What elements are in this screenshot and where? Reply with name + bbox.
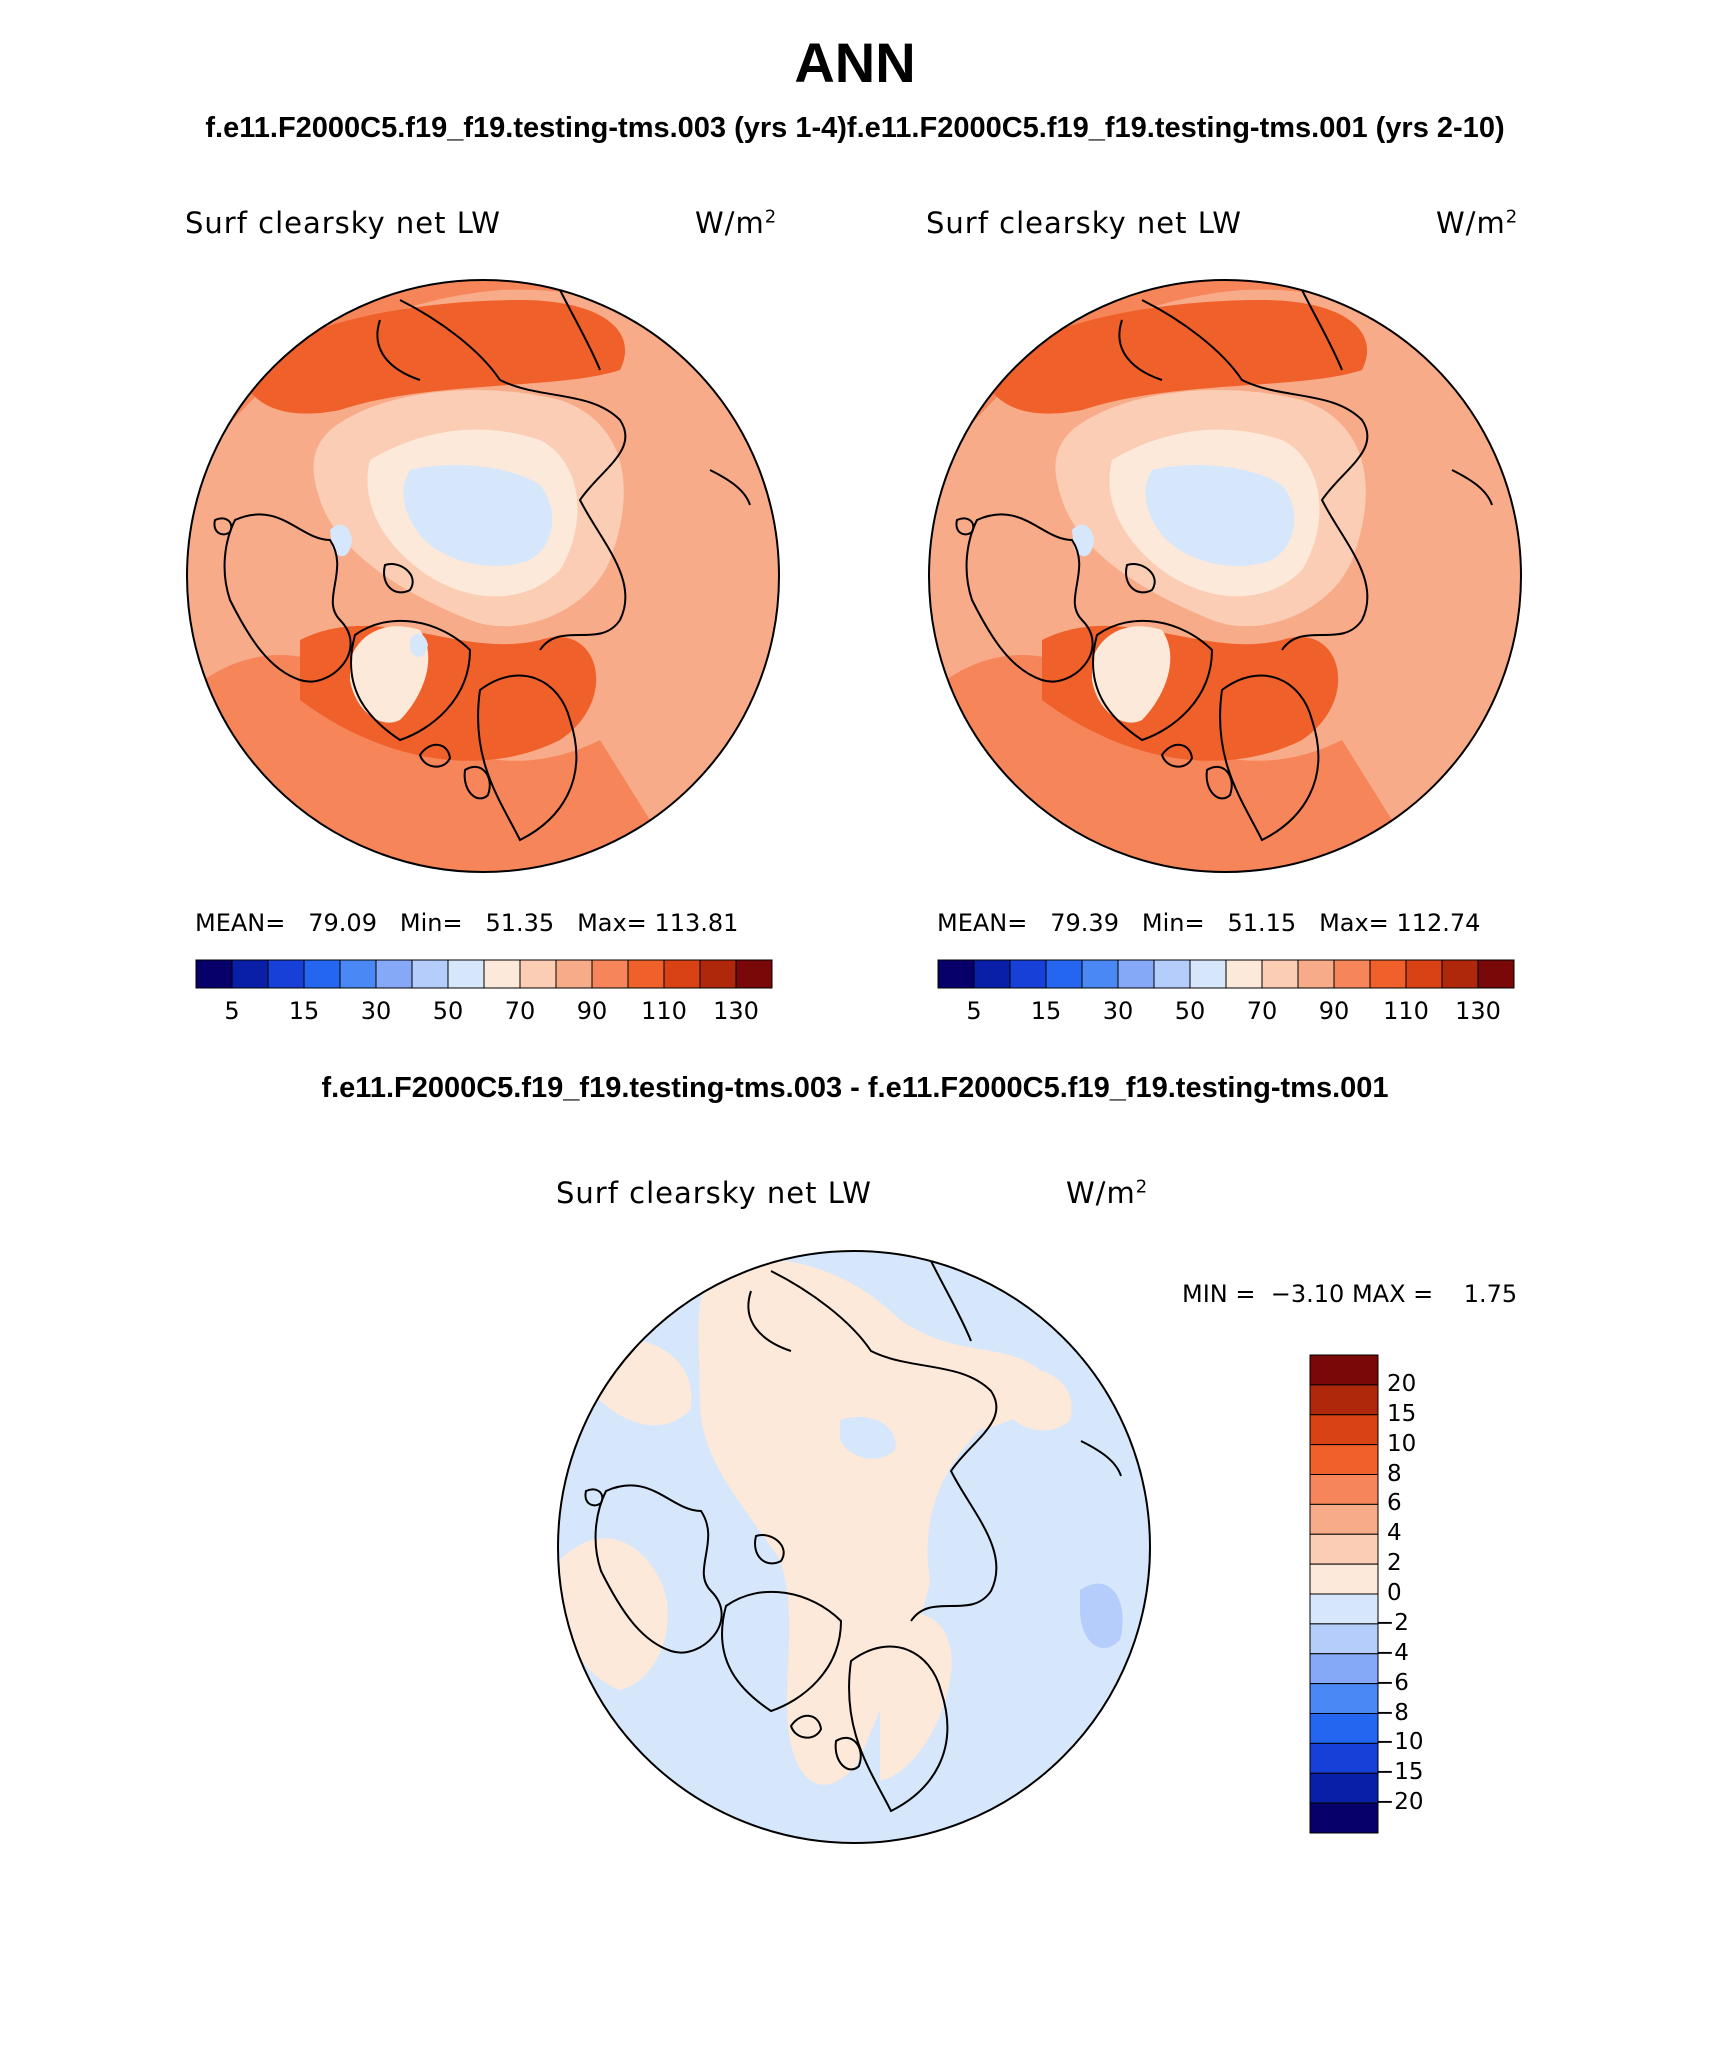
difference-colorbar: [1309, 1354, 1379, 1834]
panel2-colorbar-swatch: [1297, 959, 1335, 989]
panel1-colorbar-labels: 5 15 30 50 70 90 110 130: [195, 997, 775, 1027]
difference-colorbar-tick-label: 15: [1387, 1400, 1417, 1427]
difference-colorbar-tick-label: −8: [1375, 1699, 1409, 1726]
panel2-colorbar: [937, 959, 1515, 989]
difference-colorbar-tick-label: −2: [1375, 1609, 1409, 1636]
panel2-colorbar-swatch: [1009, 959, 1047, 989]
panel1-colorbar: [195, 959, 773, 989]
panel3-variable: Surf clearsky net LW: [556, 1176, 872, 1210]
difference-colorbar-swatch: [1309, 1503, 1379, 1535]
panel2-colorbar-swatch: [1045, 959, 1083, 989]
difference-colorbar-swatch: [1309, 1474, 1379, 1505]
panel2-colorbar-swatch: [1153, 959, 1191, 989]
panel2-units: W/m2: [1436, 206, 1519, 240]
panel1-colorbar-swatch: [195, 959, 233, 989]
panel1-colorbar-tick-label: 110: [641, 997, 687, 1025]
panel2-colorbar-swatch: [1117, 959, 1155, 989]
panel2-colorbar-swatch: [1261, 959, 1299, 989]
panel2-colorbar-swatch: [1189, 959, 1227, 989]
panel2-variable: Surf clearsky net LW: [926, 206, 1242, 240]
difference-colorbar-tick-label: 6: [1387, 1490, 1402, 1517]
panel2-colorbar-swatch: [1477, 959, 1515, 989]
panel1-stats: MEAN= 79.09 Min= 51.35 Max= 113.81: [195, 909, 739, 937]
difference-header: f.e11.F2000C5.f19_f19.testing-tms.003 - …: [321, 1072, 1389, 1104]
panel1-colorbar-swatch: [483, 959, 521, 989]
panel1-colorbar-swatch: [339, 959, 377, 989]
difference-colorbar-swatch: [1309, 1772, 1379, 1804]
panel1-colorbar-swatch: [591, 959, 629, 989]
difference-colorbar-tick-label: −20: [1375, 1789, 1424, 1816]
panel1-colorbar-tick-label: 70: [504, 997, 536, 1025]
difference-colorbar-labels: 20 15 10 8 6 4 2 0 −2 −4 −6 −8 −10 −15 −20: [1375, 1354, 1467, 1834]
difference-colorbar-swatch: [1309, 1593, 1379, 1625]
difference-colorbar-swatch: [1309, 1683, 1379, 1714]
difference-stats: MIN = −3.10 MAX = 1.75: [1182, 1280, 1518, 1308]
difference-colorbar-swatch: [1309, 1563, 1379, 1595]
difference-colorbar-tick-label: −15: [1375, 1759, 1424, 1786]
difference-colorbar-tick-label: −10: [1375, 1729, 1424, 1756]
difference-colorbar-tick-label: 8: [1387, 1460, 1402, 1487]
difference-colorbar-tick-label: 10: [1387, 1430, 1417, 1457]
panel1-colorbar-swatch: [375, 959, 413, 989]
panel2-colorbar-swatch: [1369, 959, 1407, 989]
panel2-colorbar-tick-label: 110: [1383, 997, 1429, 1025]
difference-colorbar-swatch: [1309, 1354, 1379, 1386]
difference-colorbar-swatch: [1309, 1653, 1379, 1685]
panel2-colorbar-tick-label: 15: [1030, 997, 1062, 1025]
difference-colorbar-swatch: [1309, 1713, 1379, 1744]
panel3-units: W/m2: [1066, 1176, 1149, 1210]
difference-colorbar-swatch: [1309, 1444, 1379, 1475]
difference-colorbar-tick-label: −4: [1375, 1639, 1409, 1666]
panel1-colorbar-tick-label: 50: [432, 997, 464, 1025]
panel1-colorbar-tick-label: 130: [713, 997, 759, 1025]
difference-colorbar-tick-label: 20: [1387, 1370, 1417, 1397]
panel1-colorbar-tick-label: 15: [288, 997, 320, 1025]
difference-colorbar-swatch: [1309, 1533, 1379, 1565]
panel2-colorbar-swatch: [937, 959, 975, 989]
panel1-colorbar-swatch: [555, 959, 593, 989]
panel1-units: W/m2: [695, 206, 778, 240]
panel2-colorbar-tick-label: 90: [1318, 997, 1350, 1025]
difference-colorbar-tick-label: 2: [1387, 1550, 1402, 1577]
difference-colorbar-swatch: [1309, 1742, 1379, 1774]
panel2-colorbar-tick-label: 50: [1174, 997, 1206, 1025]
panel1-colorbar-swatch: [447, 959, 485, 989]
panel1-colorbar-tick-label: 5: [224, 997, 240, 1025]
panel2-colorbar-swatch: [1225, 959, 1263, 989]
panel1-colorbar-swatch: [699, 959, 737, 989]
case-header: f.e11.F2000C5.f19_f19.testing-tms.003 (y…: [205, 112, 1505, 144]
panel1-variable: Surf clearsky net LW: [185, 206, 501, 240]
panel2-stats: MEAN= 79.39 Min= 51.15 Max= 112.74: [937, 909, 1481, 937]
panel2-colorbar-swatch: [1405, 959, 1443, 989]
figure-title: ANN: [794, 31, 916, 94]
panel2-colorbar-tick-label: 130: [1455, 997, 1501, 1025]
panel2-colorbar-swatch: [973, 959, 1011, 989]
panel2-colorbar-tick-label: 30: [1102, 997, 1134, 1025]
difference-colorbar-swatch: [1309, 1623, 1379, 1655]
difference-colorbar-tick-label: 4: [1387, 1520, 1402, 1547]
difference-colorbar-tick-label: −6: [1375, 1669, 1409, 1696]
panel2-colorbar-tick-label: 5: [966, 997, 982, 1025]
panel1-colorbar-tick-label: 30: [360, 997, 392, 1025]
panel2-colorbar-labels: 5 15 30 50 70 90 110 130: [937, 997, 1517, 1027]
panel1-colorbar-swatch: [663, 959, 701, 989]
panel1-colorbar-tick-label: 90: [576, 997, 608, 1025]
difference-colorbar-swatch: [1309, 1414, 1379, 1446]
panel2-colorbar-tick-label: 70: [1246, 997, 1278, 1025]
difference-colorbar-swatch: [1309, 1802, 1379, 1834]
panel1-colorbar-swatch: [735, 959, 773, 989]
difference-colorbar-swatch: [1309, 1384, 1379, 1416]
difference-colorbar-tick-label: 0: [1387, 1580, 1402, 1606]
